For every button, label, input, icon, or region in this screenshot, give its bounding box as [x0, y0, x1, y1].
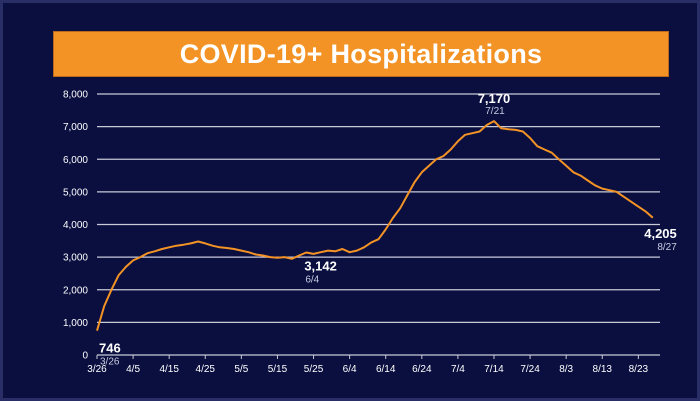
annotation-value: 4,205 — [644, 226, 677, 241]
annotation-value: 746 — [99, 341, 121, 356]
x-tick-label: 6/4 — [343, 364, 357, 375]
x-tick-label: 5/15 — [268, 364, 288, 375]
x-tick-label: 3/26 — [87, 364, 107, 375]
x-tick-label: 7/24 — [520, 364, 540, 375]
y-tick-label: 4,000 — [63, 220, 88, 231]
chart-title: COVID-19+ Hospitalizations — [179, 38, 543, 69]
annotation-date: 7/21 — [485, 106, 505, 117]
y-tick-label: 3,000 — [63, 253, 88, 264]
x-tick-label: 8/13 — [593, 364, 613, 375]
x-tick-label: 4/25 — [196, 364, 216, 375]
x-tick-label: 4/5 — [126, 364, 140, 375]
y-tick-label: 0 — [82, 351, 88, 362]
x-tick-label: 7/4 — [451, 364, 465, 375]
annotation-value: 3,142 — [304, 258, 337, 273]
x-tick-label: 8/3 — [559, 364, 573, 375]
annotation-date: 6/4 — [305, 274, 319, 285]
title-banner: COVID-19+ Hospitalizations — [53, 31, 669, 77]
series-line — [96, 120, 654, 331]
x-tick-label: 6/24 — [412, 364, 432, 375]
x-tick-label: 4/15 — [159, 364, 179, 375]
x-tick-label: 7/14 — [484, 364, 504, 375]
x-tick-label: 5/5 — [234, 364, 248, 375]
annotation-date: 8/27 — [657, 242, 677, 253]
y-tick-label: 1,000 — [63, 318, 88, 329]
y-tick-label: 8,000 — [63, 90, 88, 101]
annotation-value: 7,170 — [478, 91, 511, 106]
x-tick-label: 6/14 — [376, 364, 396, 375]
y-tick-label: 7,000 — [63, 122, 88, 133]
y-tick-label: 2,000 — [63, 285, 88, 296]
annotation-date: 3/26 — [100, 357, 120, 368]
y-tick-label: 5,000 — [63, 187, 88, 198]
y-tick-label: 6,000 — [63, 155, 88, 166]
x-tick-label: 5/25 — [304, 364, 324, 375]
x-tick-label: 8/23 — [629, 364, 649, 375]
